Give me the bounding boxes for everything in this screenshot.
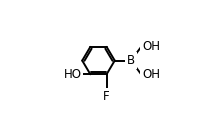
Text: B: B [127,54,135,67]
Text: F: F [103,89,110,103]
Text: HO: HO [64,68,82,81]
Text: OH: OH [142,40,160,53]
Text: OH: OH [142,40,160,53]
Text: HO: HO [64,68,82,81]
Text: OH: OH [142,68,160,81]
Text: B: B [127,54,135,67]
Text: OH: OH [142,68,160,81]
Text: F: F [103,89,110,103]
